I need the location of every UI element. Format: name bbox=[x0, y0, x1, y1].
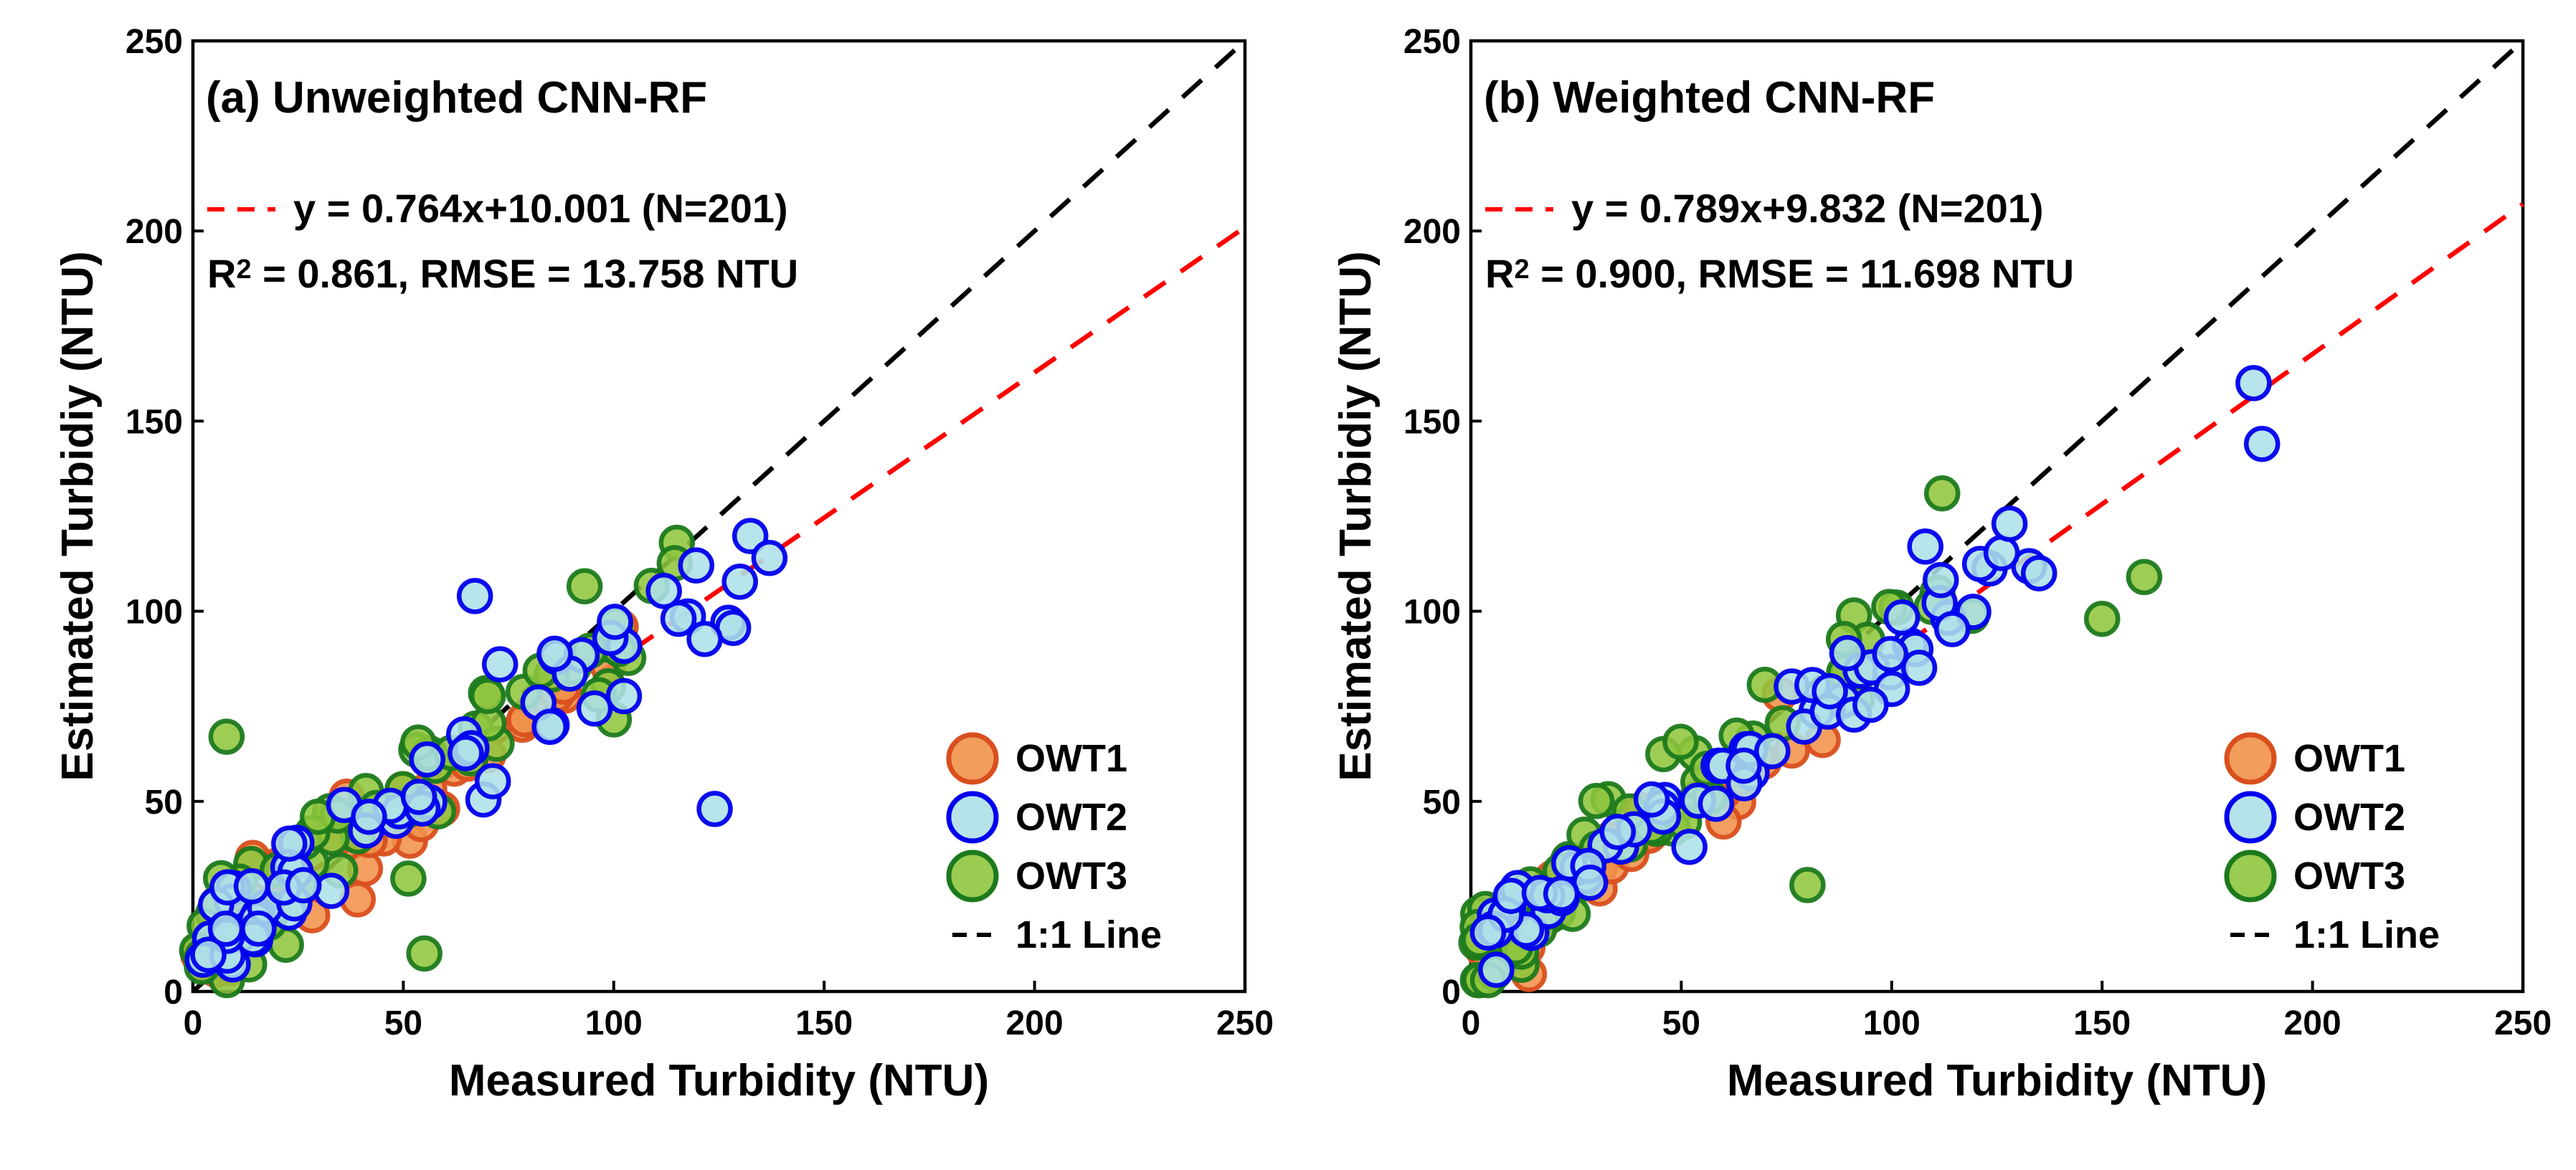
svg-text:Measured Turbidity (NTU): Measured Turbidity (NTU) bbox=[449, 1056, 989, 1105]
svg-text:50: 50 bbox=[1662, 1004, 1700, 1042]
svg-text:R2 = 0.861, RMSE = 13.758 NTU: R2 = 0.861, RMSE = 13.758 NTU bbox=[207, 251, 798, 296]
svg-text:150: 150 bbox=[2073, 1004, 2131, 1042]
svg-text:50: 50 bbox=[384, 1004, 422, 1042]
svg-text:OWT1: OWT1 bbox=[2293, 737, 2405, 780]
svg-text:200: 200 bbox=[2284, 1004, 2341, 1042]
svg-text:150: 150 bbox=[126, 403, 183, 441]
svg-text:250: 250 bbox=[1403, 23, 1461, 61]
svg-text:y = 0.789x+9.832 (N=201): y = 0.789x+9.832 (N=201) bbox=[1571, 186, 2044, 231]
svg-text:1:1 Line: 1:1 Line bbox=[2293, 913, 2440, 956]
svg-text:200: 200 bbox=[126, 213, 183, 251]
svg-text:Measured Turbidity (NTU): Measured Turbidity (NTU) bbox=[1727, 1056, 2267, 1105]
svg-text:OWT2: OWT2 bbox=[2293, 796, 2405, 839]
svg-text:0: 0 bbox=[164, 974, 183, 1012]
svg-text:100: 100 bbox=[585, 1004, 643, 1042]
svg-text:200: 200 bbox=[1403, 213, 1461, 251]
svg-text:150: 150 bbox=[1403, 403, 1461, 441]
svg-text:(a) Unweighted CNN-RF: (a) Unweighted CNN-RF bbox=[206, 73, 707, 123]
svg-text:50: 50 bbox=[1423, 784, 1461, 822]
svg-text:OWT2: OWT2 bbox=[1015, 796, 1127, 839]
svg-text:1:1 Line: 1:1 Line bbox=[1015, 913, 1162, 956]
svg-text:0: 0 bbox=[1441, 974, 1461, 1012]
svg-text:100: 100 bbox=[1403, 594, 1461, 632]
svg-text:Estimated Turbidiy (NTU): Estimated Turbidiy (NTU) bbox=[53, 251, 103, 781]
svg-text:250: 250 bbox=[126, 23, 183, 61]
svg-text:y = 0.764x+10.001 (N=201): y = 0.764x+10.001 (N=201) bbox=[293, 186, 788, 231]
svg-text:50: 50 bbox=[145, 784, 183, 822]
svg-text:100: 100 bbox=[1863, 1004, 1921, 1042]
svg-text:0: 0 bbox=[1462, 1004, 1481, 1042]
svg-text:(b) Weighted CNN-RF: (b) Weighted CNN-RF bbox=[1484, 73, 1935, 123]
svg-text:0: 0 bbox=[184, 1004, 203, 1042]
svg-text:OWT3: OWT3 bbox=[2293, 855, 2405, 898]
svg-text:OWT3: OWT3 bbox=[1015, 855, 1127, 898]
svg-text:Estimated Turbidiy (NTU): Estimated Turbidiy (NTU) bbox=[1331, 251, 1381, 781]
svg-text:200: 200 bbox=[1006, 1004, 1064, 1042]
svg-text:R2 = 0.900, RMSE = 11.698 NTU: R2 = 0.900, RMSE = 11.698 NTU bbox=[1485, 251, 2074, 296]
svg-text:OWT1: OWT1 bbox=[1015, 737, 1127, 780]
svg-text:250: 250 bbox=[2494, 1004, 2552, 1042]
svg-text:100: 100 bbox=[126, 594, 183, 632]
svg-text:150: 150 bbox=[795, 1004, 853, 1042]
svg-text:250: 250 bbox=[1216, 1004, 1274, 1042]
